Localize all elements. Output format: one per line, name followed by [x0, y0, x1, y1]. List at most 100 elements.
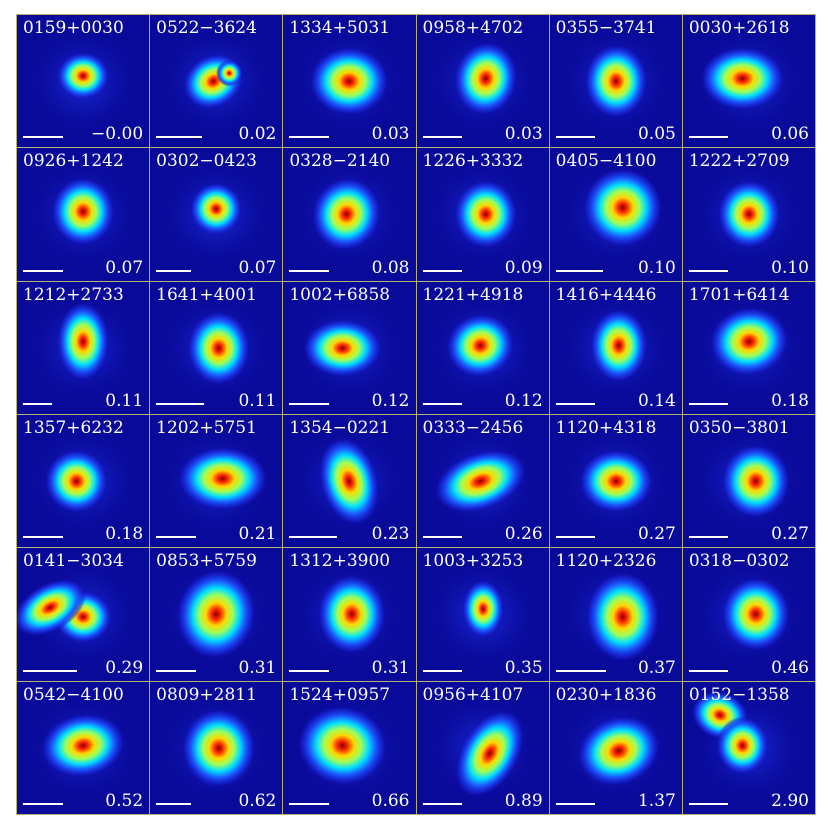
redshift-label: 0.37 [637, 657, 676, 678]
image-panel: 0542−4100 0.52 [17, 681, 150, 814]
scale-bar [289, 136, 329, 139]
source-name: 1524+0957 [289, 684, 391, 705]
heatmap-image [688, 422, 810, 540]
image-panel: 1312+3900 0.31 [283, 548, 416, 681]
redshift-label: 0.14 [637, 390, 676, 411]
image-panel: 1202+5751 0.21 [150, 414, 283, 548]
redshift-label: 0.23 [371, 524, 410, 545]
source-name: 1212+2733 [23, 284, 124, 305]
redshift-label: 0.18 [105, 524, 144, 545]
redshift-label: 0.52 [105, 790, 144, 811]
scale-bar [156, 269, 191, 272]
image-panel: 0328−2140 0.08 [283, 148, 416, 281]
emission-blob [454, 709, 524, 797]
emission-blob [176, 569, 257, 660]
source-name: 1357+6232 [23, 417, 124, 438]
emission-blob [303, 318, 383, 377]
redshift-label: 0.27 [637, 524, 676, 545]
heatmap-image [155, 689, 278, 807]
redshift-label: 0.08 [371, 257, 410, 278]
redshift-label: 0.07 [238, 257, 277, 278]
heatmap-image [554, 422, 677, 540]
heatmap-image [155, 289, 278, 407]
emission-blob [700, 46, 785, 111]
heatmap-image [554, 689, 677, 807]
redshift-label: 0.05 [637, 124, 676, 145]
image-panel: 0152−1358 2.90 [682, 681, 815, 814]
heatmap-image [688, 289, 810, 407]
redshift-label: 0.12 [504, 390, 543, 411]
emission-blob [721, 577, 790, 652]
scale-bar [23, 802, 63, 805]
image-panel: 0956+4107 0.89 [416, 681, 549, 814]
image-panel: 0926+1242 0.07 [17, 148, 150, 281]
redshift-label: 0.21 [238, 524, 277, 545]
source-name: 1120+4318 [555, 417, 657, 438]
emission-blob [453, 41, 518, 116]
scale-bar [555, 536, 596, 539]
emission-blob [177, 446, 268, 511]
scale-bar [289, 536, 337, 539]
scale-bar [422, 536, 463, 539]
scale-bar [289, 802, 329, 805]
image-panel: 1641+4001 0.11 [150, 281, 283, 414]
redshift-label: 2.90 [771, 790, 809, 811]
source-name: 0350−3801 [688, 417, 790, 438]
source-name: 1202+5751 [156, 417, 257, 438]
redshift-label: 0.11 [238, 390, 277, 411]
emission-blob [44, 449, 109, 513]
heatmap-image [421, 22, 544, 140]
image-panel: 0853+5759 0.31 [150, 548, 283, 681]
image-panel: 1120+2326 0.37 [549, 548, 682, 681]
scale-bar [156, 536, 196, 539]
scale-bar [688, 402, 729, 405]
source-name: 0159+0030 [23, 18, 124, 38]
scale-bar [555, 402, 596, 405]
image-panel: 1212+2733 0.11 [17, 281, 150, 414]
redshift-label: 0.11 [105, 390, 144, 411]
scale-bar [23, 669, 78, 672]
source-name: 0926+1242 [23, 151, 124, 172]
heatmap-image [688, 556, 810, 673]
source-name: 1416+4446 [555, 284, 657, 305]
redshift-label: 0.07 [105, 257, 144, 278]
scale-bar [555, 269, 604, 272]
emission-blob [582, 168, 663, 248]
image-panel: 1002+6858 0.12 [283, 281, 416, 414]
heatmap-image [554, 156, 677, 273]
source-name: 0809+2811 [156, 684, 257, 705]
source-name: 0355−3741 [555, 18, 657, 38]
redshift-label: 0.62 [238, 790, 277, 811]
scale-bar [555, 669, 606, 672]
scale-bar [688, 669, 729, 672]
heatmap-image [22, 289, 144, 407]
image-panel: 1222+2709 0.10 [682, 148, 815, 281]
redshift-label: 0.31 [371, 657, 410, 678]
source-name: 1641+4001 [156, 284, 257, 305]
image-panel: 0302−0423 0.07 [150, 148, 283, 281]
source-name: 0958+4702 [422, 18, 524, 38]
image-panel: 1221+4918 0.12 [416, 281, 549, 414]
heatmap-image [688, 22, 810, 140]
redshift-label: 0.66 [371, 790, 410, 811]
image-panel: 0809+2811 0.62 [150, 681, 283, 814]
heatmap-image [688, 689, 810, 807]
redshift-label: 0.35 [504, 657, 543, 678]
scale-bar [688, 802, 729, 805]
heatmap-image [288, 22, 411, 140]
image-panel: 1003+3253 0.35 [416, 548, 549, 681]
scale-bar [156, 802, 191, 805]
source-name: 0152−1358 [688, 684, 790, 705]
heatmap-image [288, 422, 411, 540]
heatmap-image [155, 22, 278, 140]
emission-blob [56, 52, 110, 100]
source-name: 1003+3253 [422, 551, 524, 572]
redshift-label: −0.00 [91, 124, 144, 145]
emission-blob [216, 59, 243, 87]
redshift-label: 0.46 [771, 657, 809, 678]
source-name: 0333−2456 [422, 417, 524, 438]
redshift-label: 0.27 [771, 524, 809, 545]
heatmap-image [554, 22, 677, 140]
heatmap-image [554, 289, 677, 407]
redshift-label: 0.03 [504, 124, 543, 145]
